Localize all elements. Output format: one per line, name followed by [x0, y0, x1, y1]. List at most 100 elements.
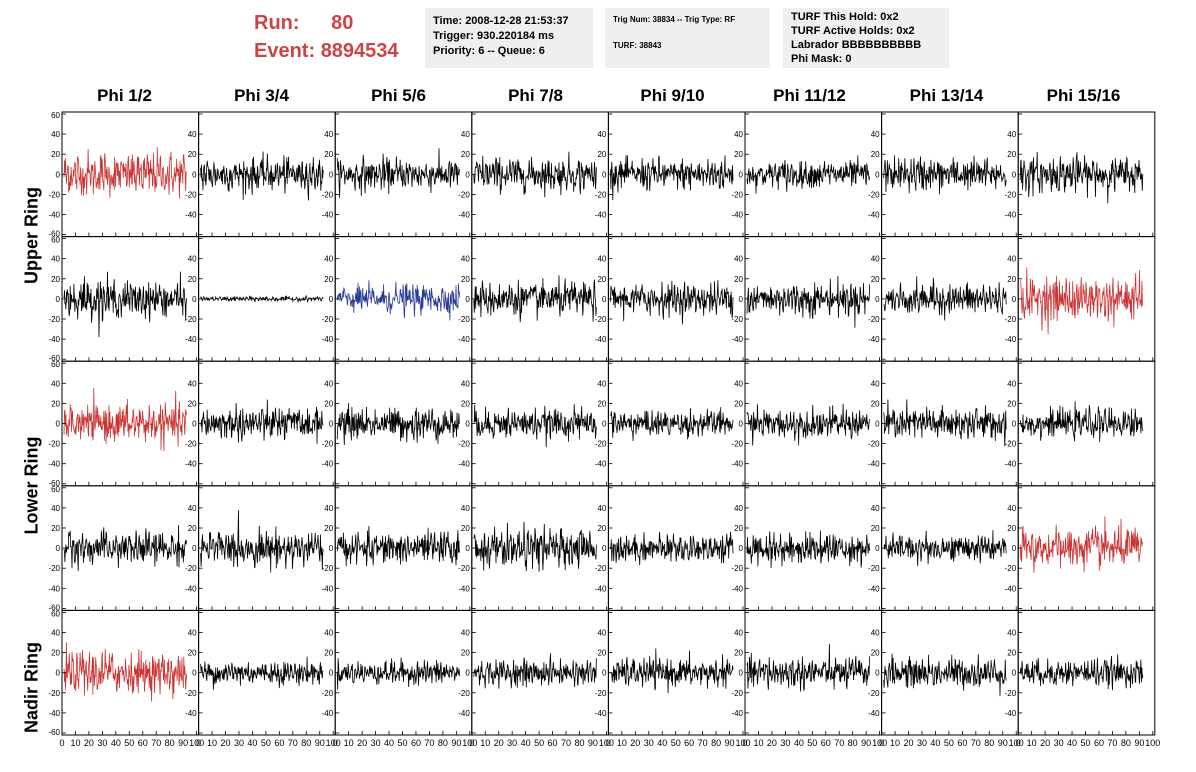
waveform-panel: 40 20 0 -20 -40 [868, 360, 1019, 487]
y-tick-label: 20 [324, 150, 333, 159]
waveform-panel: 40 20 0 -20 -40 [1005, 360, 1156, 487]
x-tick-label: 70 [971, 738, 981, 748]
y-tick-label: -60 [48, 479, 60, 488]
y-tick-label: 40 [188, 379, 197, 388]
y-tick-label: 0 [329, 669, 334, 678]
x-tick-label: 40 [521, 738, 531, 748]
y-tick-label: -40 [458, 211, 470, 220]
y-tick-label: -20 [1005, 564, 1017, 573]
y-tick-label: -20 [868, 440, 880, 449]
waveform-panel: 40 20 0 -20 -40 60 -60 [48, 236, 200, 363]
x-tick-label: 40 [111, 738, 121, 748]
y-tick-label: 40 [51, 629, 60, 638]
y-tick-label: 60 [51, 111, 60, 120]
y-tick-label: 40 [871, 379, 880, 388]
y-tick-label: -40 [731, 709, 743, 718]
waveform-trace [63, 387, 187, 452]
y-tick-label: 20 [51, 150, 60, 159]
y-tick-label: 40 [734, 130, 743, 139]
x-tick-label: 40 [384, 738, 394, 748]
y-tick-label: -20 [458, 689, 470, 698]
run-value: 80 [331, 12, 354, 34]
x-tick-label: 60 [274, 738, 284, 748]
waveform-trace [610, 531, 734, 566]
x-tick-label: 0 [606, 738, 611, 748]
y-tick-label: 40 [1007, 379, 1016, 388]
y-tick-label: 40 [461, 629, 470, 638]
run-label: Run: [254, 12, 300, 34]
x-tick-label: 60 [411, 738, 421, 748]
y-tick-label: 40 [1007, 130, 1016, 139]
x-tick-label: 70 [288, 738, 298, 748]
y-tick-label: 0 [739, 669, 744, 678]
x-tick-label: 10 [480, 738, 490, 748]
x-tick-label: 30 [507, 738, 517, 748]
y-tick-label: 0 [739, 420, 744, 429]
y-tick-label: -20 [458, 315, 470, 324]
waveform-trace [610, 155, 734, 201]
priority-text: Priority: 6 -- Queue: 6 [433, 45, 545, 57]
y-tick-label: 40 [188, 255, 197, 264]
column-title: Phi 15/16 [1046, 86, 1121, 105]
run-display: Run: 80 [254, 12, 353, 35]
y-tick-label: 20 [188, 399, 197, 408]
waveform-trace [883, 155, 1007, 195]
x-tick-label: 70 [1107, 738, 1117, 748]
y-tick-label: -40 [1005, 335, 1017, 344]
waveform-trace [63, 271, 187, 338]
panel-frame [198, 111, 336, 238]
waveform-trace [883, 276, 1007, 321]
x-tick-label: 10 [1027, 738, 1037, 748]
y-tick-label: -20 [595, 190, 607, 199]
y-tick-label: 0 [465, 420, 470, 429]
waveform-panel: 40 20 0 -20 -40 [185, 360, 336, 487]
waveform-panel: 40 20 0 -20 -40 [322, 236, 473, 362]
y-tick-label: 40 [597, 255, 606, 264]
time-text: Time: 2008-12-28 21:53:37 [433, 15, 569, 27]
y-tick-label: -20 [48, 440, 60, 449]
column-title: Phi 13/14 [909, 86, 984, 105]
x-tick-label: 40 [930, 738, 940, 748]
waveform-trace [1019, 516, 1144, 573]
y-tick-label: 40 [188, 504, 197, 513]
waveform-trace [200, 294, 324, 303]
x-tick-label: 60 [821, 738, 831, 748]
x-tick-label: 30 [644, 738, 654, 748]
waveform-trace [746, 155, 870, 194]
y-tick-label: -40 [322, 211, 334, 220]
x-tick-label: 30 [371, 738, 381, 748]
x-tick-label: 80 [984, 738, 994, 748]
waveform-trace [473, 404, 597, 448]
x-tick-label: 50 [124, 738, 134, 748]
y-tick-label: -40 [185, 211, 197, 220]
y-tick-label: 20 [188, 649, 197, 658]
x-tick-label: 20 [767, 738, 777, 748]
x-tick-label: 70 [561, 738, 571, 748]
y-tick-label: -20 [185, 315, 197, 324]
x-tick-label: 90 [725, 738, 735, 748]
x-tick-label: 80 [711, 738, 721, 748]
waveform-panel: 40 20 0 -20 -40 [322, 111, 473, 238]
x-tick-label: 30 [97, 738, 107, 748]
y-tick-label: 0 [329, 170, 334, 179]
y-tick-label: -40 [185, 709, 197, 718]
x-tick-label: 20 [357, 738, 367, 748]
y-tick-label: -20 [322, 440, 334, 449]
turf-this-hold-text: TURF This Hold: 0x2 [791, 11, 899, 23]
x-tick-label: 80 [574, 738, 584, 748]
y-tick-label: 0 [739, 170, 744, 179]
y-tick-label: -20 [595, 440, 607, 449]
y-tick-label: 40 [324, 379, 333, 388]
waveform-trace [336, 657, 461, 690]
waveform-panel: 40 20 0 -20 -40 [595, 236, 746, 362]
y-tick-label: 40 [734, 504, 743, 513]
y-tick-label: 0 [192, 544, 197, 553]
y-tick-label: 40 [871, 504, 880, 513]
x-tick-label: 100 [1009, 738, 1024, 748]
y-tick-label: -40 [731, 584, 743, 593]
y-tick-label: -40 [595, 335, 607, 344]
waveform-panel: 40 20 0 -20 -40 [1005, 111, 1156, 238]
x-tick-label: 90 [178, 738, 188, 748]
x-tick-label: 10 [207, 738, 217, 748]
